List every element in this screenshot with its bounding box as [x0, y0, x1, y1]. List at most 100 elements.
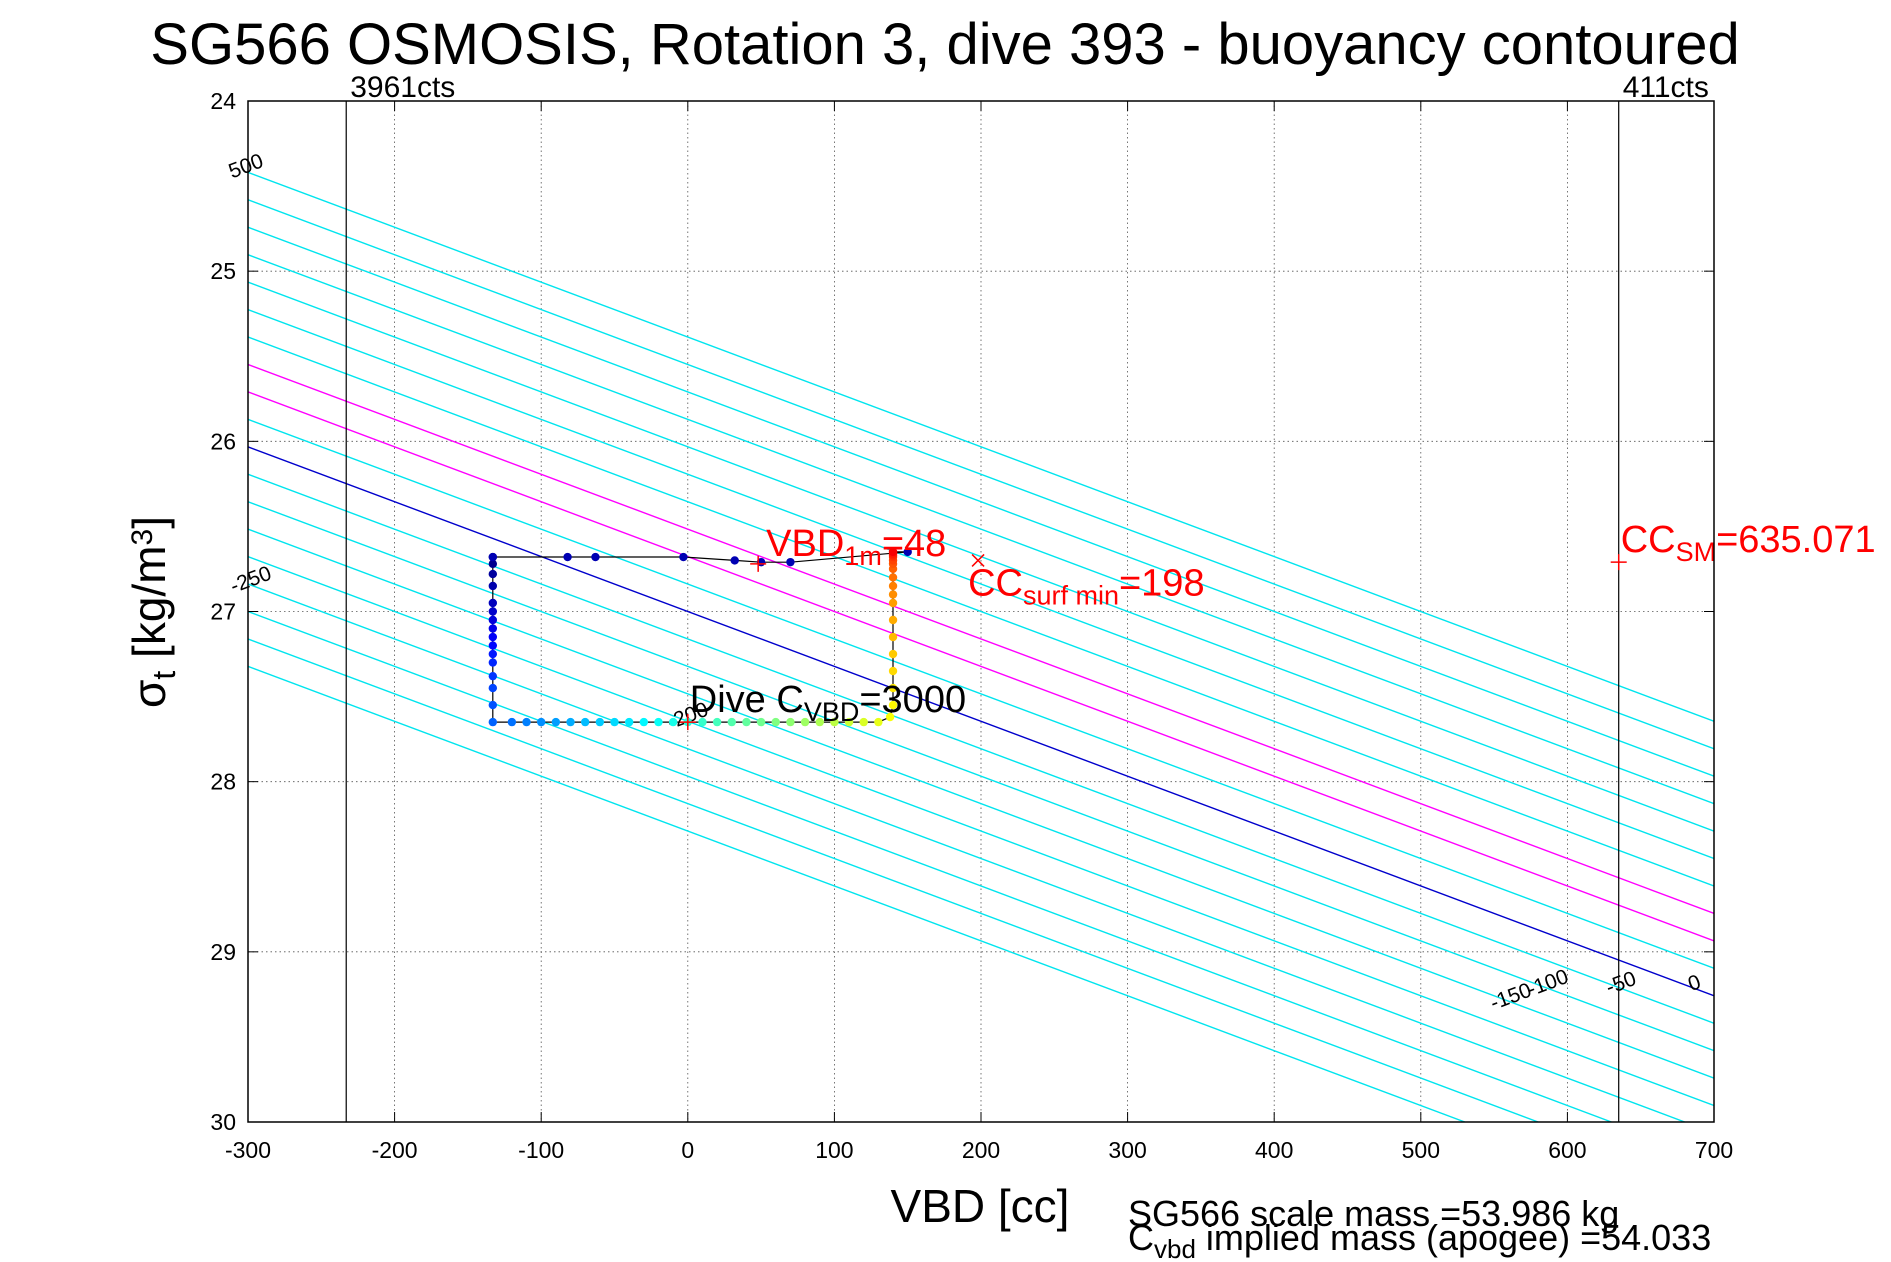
dive-path-point	[888, 683, 898, 693]
cc-sm-label-main: CC	[1621, 519, 1676, 561]
dive-path-point	[888, 598, 898, 608]
dive-path-point	[888, 573, 898, 582]
x-tick-label: -100	[518, 1137, 564, 1163]
dive-path-point	[522, 717, 531, 727]
y-tick-label: 29	[210, 939, 236, 965]
dive-path-point	[815, 717, 824, 727]
y-axis-label-sub: t	[146, 671, 182, 680]
y-tick-label: 25	[210, 258, 236, 284]
dive-path-point	[874, 717, 883, 727]
vbd-limit-label: 3961cts	[350, 71, 455, 104]
contour-line	[248, 281, 1714, 832]
dive-path-point	[595, 717, 605, 727]
dive-path-point	[488, 700, 498, 710]
dive-path-point	[488, 632, 498, 642]
y-axis-label-unit: [kg/m	[123, 545, 175, 670]
dive-path-point	[885, 712, 895, 722]
x-tick-label: 600	[1548, 1137, 1586, 1163]
vbd-1m-label: VBD1m=48	[766, 523, 946, 571]
dive-path-point	[563, 552, 572, 562]
dive-path-point	[488, 559, 498, 569]
dive-path-point	[888, 666, 898, 676]
dive-path-point	[888, 581, 898, 591]
dive-cvbd-label-sub: VBD	[804, 698, 860, 728]
chart-title: SG566 OSMOSIS, Rotation 3, dive 393 - bu…	[150, 12, 1739, 77]
svg-text:σt [kg/m3]: σt [kg/m3]	[123, 516, 182, 708]
footer-cvbd: C	[1128, 1217, 1154, 1258]
buoyancy-contours	[248, 171, 1714, 1122]
dive-path-point	[903, 547, 912, 557]
dive-path-point	[771, 717, 780, 727]
dive-cvbd-label-value: =3000	[859, 679, 966, 721]
dive-path-point	[888, 632, 898, 642]
dive-path-point	[888, 590, 898, 599]
cc-sm-label: CCSM=635.071	[1621, 519, 1876, 567]
x-tick-label: 0	[681, 1137, 694, 1163]
contour-line	[248, 446, 1714, 997]
contour-line	[248, 336, 1714, 887]
dive-path-point	[488, 658, 498, 667]
dive-path-point	[610, 717, 619, 727]
dive-path-point	[742, 717, 751, 727]
y-axis-label-unit-close: ]	[123, 516, 175, 529]
vbd-1m-label-value: =48	[882, 523, 946, 565]
contour-line	[248, 638, 1539, 1122]
dive-path-point	[488, 671, 498, 681]
y-tick-label: 26	[210, 428, 236, 454]
dive-path-point	[800, 717, 810, 727]
dive-path-point	[830, 717, 839, 727]
footer-implied-mass-text: implied mass (apogee) =54.033	[1196, 1217, 1711, 1258]
dive-path-point	[488, 598, 498, 608]
dive-path-point	[698, 717, 707, 727]
contour-line	[248, 418, 1714, 970]
cc-surf-min-marker	[971, 553, 985, 567]
cc-surf-min-label: CCsurf min=198	[968, 562, 1205, 610]
y-tick-label: 27	[210, 599, 236, 625]
contour-line	[248, 665, 1466, 1122]
y-tick-label: 30	[210, 1109, 236, 1135]
dive-path-point	[488, 683, 498, 693]
cc-sm-label-sub: SM	[1676, 538, 1717, 568]
y-axis-label-symbol: σ	[123, 680, 175, 708]
y-axis-label-unit-sup: 3	[126, 529, 159, 546]
contour-line	[248, 226, 1714, 777]
contour-line	[248, 583, 1685, 1122]
contour-line	[248, 610, 1612, 1122]
x-tick-label: 200	[962, 1137, 1000, 1163]
dive-path-point	[488, 641, 498, 650]
dive-path-point	[888, 649, 898, 659]
dive-path-point	[844, 717, 854, 727]
dive-path-point	[488, 624, 498, 633]
x-tick-label: 300	[1108, 1137, 1146, 1163]
dive-path-point	[488, 717, 498, 727]
vbd-limit-label: 411cts	[1623, 71, 1709, 104]
dive-path-point	[507, 717, 517, 727]
cc-surf-min-label-value: =198	[1119, 562, 1205, 604]
dive-path-point	[488, 607, 498, 616]
dive-cvbd-label: Dive CVBD=3000	[690, 679, 966, 727]
x-tick-label: 500	[1402, 1137, 1440, 1163]
dive-path-point	[730, 556, 739, 565]
contour-line	[248, 171, 1714, 723]
footer-scale-mass: SG566 scale mass =53.986 kg	[1128, 1193, 1619, 1234]
dive-path-point	[727, 717, 736, 727]
dive-path-point	[488, 552, 498, 562]
footer-implied-mass: Cvbd implied mass (apogee) =54.033	[1128, 1217, 1711, 1262]
x-tick-label: -200	[372, 1137, 418, 1163]
contour-line	[248, 473, 1714, 1024]
dive-path-point	[654, 717, 663, 727]
y-axis-label: σt [kg/m3]	[123, 516, 182, 708]
vbd-1m-label-sub: 1m	[844, 541, 882, 571]
dive-path-point	[712, 717, 722, 727]
dive-path-point	[888, 547, 898, 557]
y-tick-label: 24	[210, 88, 236, 114]
x-tick-label: 100	[815, 1137, 853, 1163]
dive-path-point	[859, 717, 868, 727]
y-tick-label: 28	[210, 769, 236, 795]
dive-path-point	[566, 717, 575, 727]
contour-line	[248, 363, 1714, 915]
cc-surf-min-label-sub: surf min	[1023, 581, 1119, 611]
dive-path-point	[551, 717, 561, 727]
x-axis-label: VBD [cc]	[891, 1180, 1070, 1232]
